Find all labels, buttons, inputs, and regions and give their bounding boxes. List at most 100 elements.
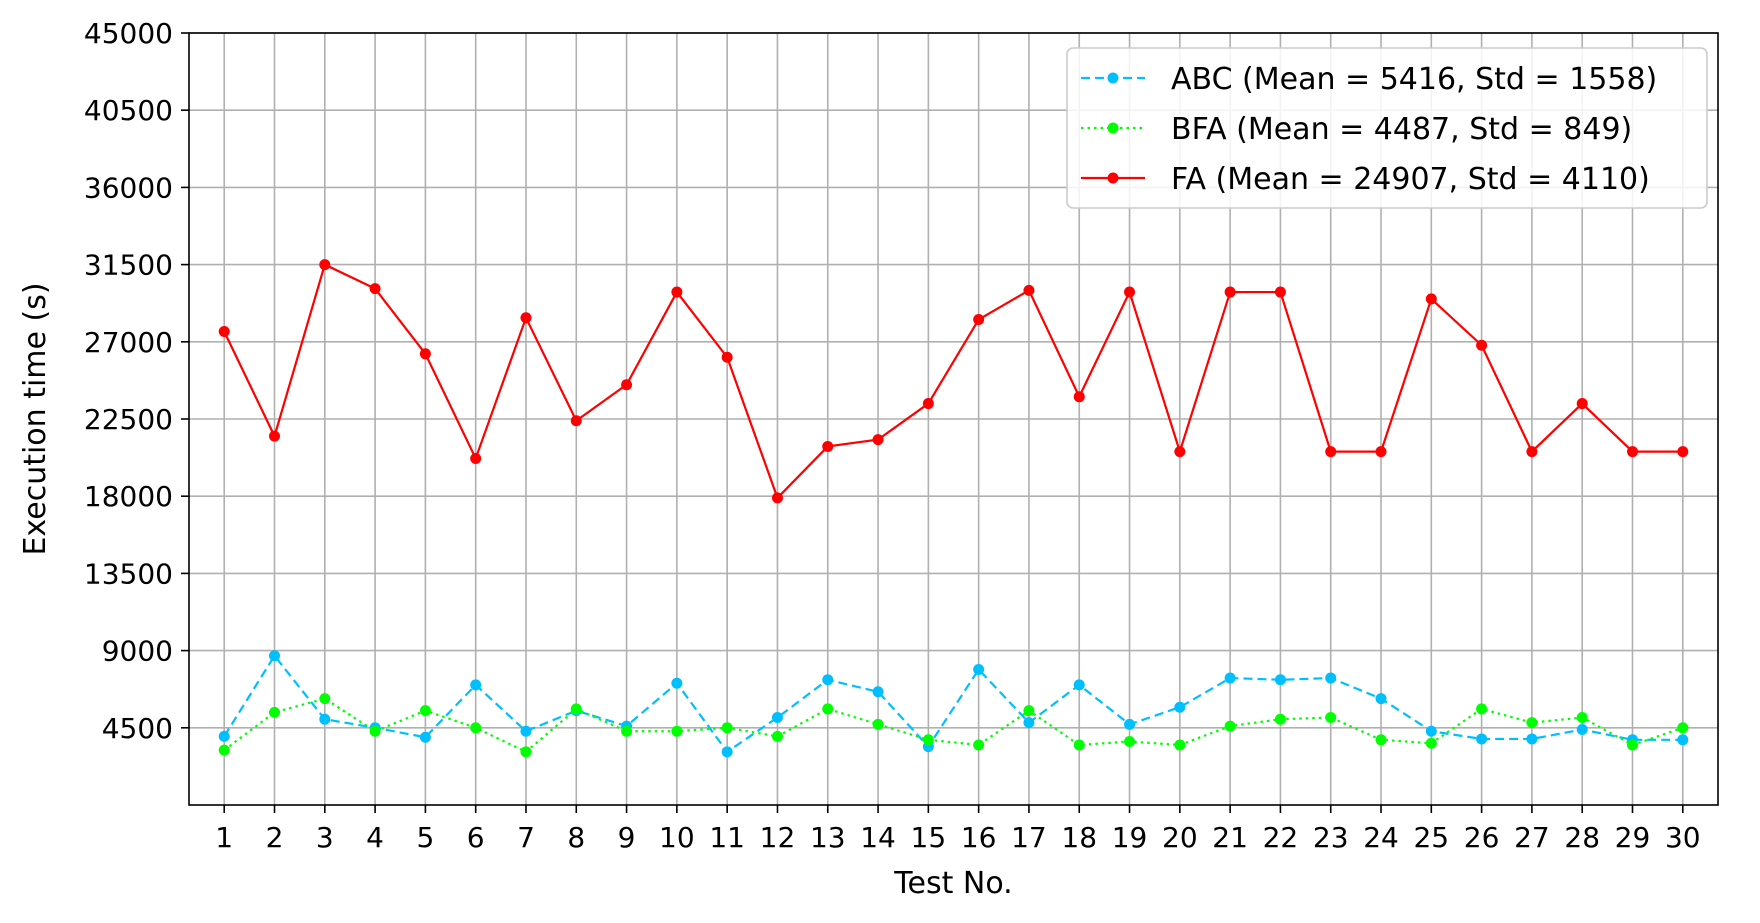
x-tick-label: 11 [709,821,745,854]
data-point [822,440,834,452]
series-2 [218,259,1689,504]
data-point [419,348,431,360]
x-tick-label: 24 [1363,821,1399,854]
data-point [771,712,783,724]
data-point [771,730,783,742]
data-point [419,731,431,743]
y-tick-label: 9000 [102,635,173,668]
data-point [470,679,482,691]
data-point [1224,672,1236,684]
data-point [1375,734,1387,746]
legend-label: BFA (Mean = 4487, Std = 849) [1171,112,1632,147]
x-tick-label: 18 [1061,821,1097,854]
data-point [721,722,733,734]
data-point [319,259,331,271]
x-tick-label: 4 [366,821,384,854]
series-line [223,697,1684,754]
x-tick-label: 9 [618,821,636,854]
data-point [1425,737,1437,749]
data-point [1576,712,1588,724]
y-tick-label: 31500 [84,249,173,282]
x-tick-label: 12 [760,821,796,854]
y-tick-label: 18000 [84,480,173,513]
data-point [1476,339,1488,351]
x-tick-label: 28 [1564,821,1600,854]
data-point [1526,446,1538,458]
x-tick-label: 3 [316,821,334,854]
data-point [1073,391,1085,403]
x-tick-label: 1 [215,821,233,854]
data-point [1274,286,1286,298]
y-tick-label: 40500 [84,94,173,127]
data-point [1476,703,1488,715]
data-point [973,663,985,675]
data-point [1325,672,1337,684]
legend-swatch-marker [1107,172,1119,184]
data-point [721,746,733,758]
data-point [1526,717,1538,729]
data-point [671,725,683,737]
data-point [1174,739,1186,751]
data-point [1576,724,1588,736]
legend-label: FA (Mean = 24907, Std = 4110) [1171,162,1650,197]
x-tick-label: 19 [1112,821,1148,854]
x-tick-label: 22 [1263,821,1299,854]
data-point [1023,717,1035,729]
data-point [1274,713,1286,725]
data-point [1325,712,1337,724]
y-axis-label: Execution time (s) [18,282,53,555]
data-point [1325,446,1337,458]
data-point [1375,693,1387,705]
x-tick-label: 20 [1162,821,1198,854]
data-point [1124,286,1136,298]
data-point [1124,736,1136,748]
x-tick-label: 14 [860,821,896,854]
legend-box [1066,47,1708,209]
x-tick-label: 26 [1464,821,1500,854]
y-tick-label: 4500 [102,712,173,745]
data-point [1274,674,1286,686]
data-point [218,730,230,742]
data-point [771,492,783,504]
data-point [922,734,934,746]
axis-ticks: 1 2 3 4 5 6 7 8 9 10 11 12 13 14 15 16 17 18 19 20 21 22 23 24 2… [84,17,1701,854]
data-point [369,283,381,295]
data-point [1224,286,1236,298]
x-tick-label: 10 [659,821,695,854]
data-point [520,725,532,737]
data-point [1677,722,1689,734]
x-tick-label: 30 [1665,821,1701,854]
x-tick-label: 23 [1313,821,1349,854]
data-point [1677,734,1689,746]
data-point [1174,701,1186,713]
x-tick-label: 6 [467,821,485,854]
data-point [721,351,733,363]
data-point [1023,284,1035,296]
x-tick-label: 21 [1212,821,1248,854]
data-point [1576,398,1588,410]
data-point [872,718,884,730]
x-tick-label: 17 [1011,821,1047,854]
data-point [319,713,331,725]
data-point [1375,446,1387,458]
data-point [218,744,230,756]
data-point [520,746,532,758]
data-point [1626,446,1638,458]
data-point [269,650,281,662]
y-tick-label: 45000 [84,17,173,50]
data-point [1425,725,1437,737]
data-point [1425,293,1437,305]
x-tick-label: 5 [416,821,434,854]
y-tick-label: 27000 [84,326,173,359]
data-point [1677,446,1689,458]
legend-swatch-marker [1107,72,1119,84]
x-tick-label: 25 [1413,821,1449,854]
x-tick-label: 27 [1514,821,1550,854]
data-point [671,677,683,689]
series-line [223,263,1683,500]
data-point [822,703,834,715]
data-point [872,434,884,446]
data-point [973,313,985,325]
data-point [1224,720,1236,732]
